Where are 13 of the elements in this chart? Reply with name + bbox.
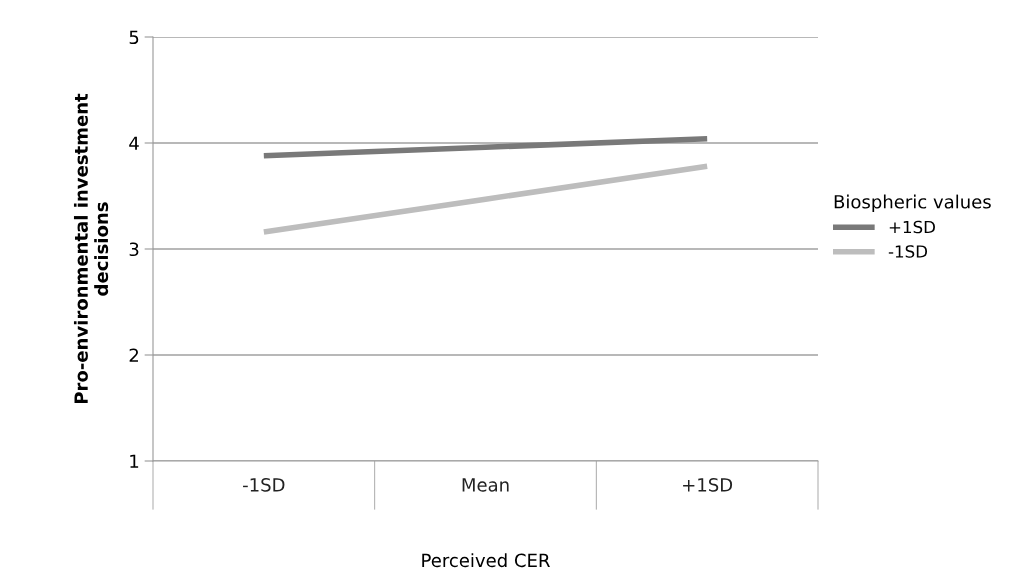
legend-label: -1SD bbox=[888, 245, 928, 258]
legend-title: Biospheric values bbox=[834, 194, 991, 213]
x-axis-title: Perceived CER bbox=[422, 553, 550, 568]
legend-label: +1SD bbox=[889, 220, 935, 234]
y-axis-title: Pro-environmental investment decisions bbox=[73, 93, 109, 404]
x-tick-label: +1SD bbox=[683, 477, 733, 492]
y-tick-label: 3 bbox=[129, 242, 139, 257]
x-tick-label: Mean bbox=[462, 478, 509, 492]
y-tick-label: 1 bbox=[130, 454, 139, 468]
y-tick-label: 5 bbox=[129, 30, 139, 45]
y-tick-label: 4 bbox=[129, 136, 139, 150]
y-tick-label: 2 bbox=[129, 348, 138, 362]
x-tick-label: -1SD bbox=[243, 477, 285, 492]
